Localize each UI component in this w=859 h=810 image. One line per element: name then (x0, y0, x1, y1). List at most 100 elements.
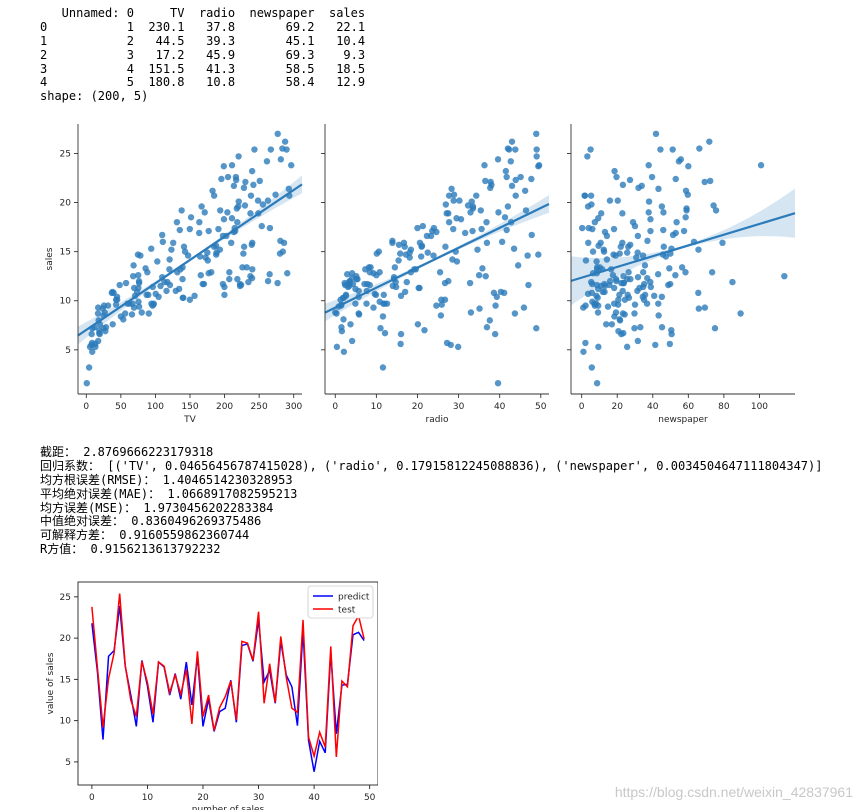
scatter-point (611, 284, 618, 292)
scatter-point (504, 145, 512, 152)
scatter-point (343, 271, 351, 278)
scatter-point (415, 284, 422, 292)
scatter-point (442, 243, 449, 250)
scatter-point (248, 167, 256, 175)
scatter-point (89, 348, 96, 355)
scatter-point (401, 288, 409, 296)
scatter-point (581, 192, 588, 199)
scatter-point (443, 339, 451, 347)
metric-line: 截距： 2.8769666223179318 (40, 445, 214, 459)
x-tick-label: 10 (142, 793, 154, 803)
scatter-point (521, 187, 529, 194)
scatter-point (611, 313, 618, 320)
scatter-point (625, 269, 632, 276)
scatter-point (235, 153, 242, 160)
scatter-point (421, 326, 428, 334)
scatter-point (639, 293, 647, 300)
scatter-point (579, 224, 586, 232)
scatter-point (209, 187, 216, 194)
scatter-point (166, 256, 173, 263)
scatter-point (254, 197, 262, 204)
scatter-point (678, 264, 686, 271)
scatter-point (180, 243, 188, 250)
scatter-point (397, 292, 405, 300)
scatter-point (613, 173, 620, 181)
scatter-point (272, 191, 279, 198)
scatter-point (593, 264, 601, 271)
scatter-point (639, 269, 647, 276)
scatter-point (657, 146, 664, 153)
scatter-point (535, 251, 542, 258)
scatter-point (101, 309, 109, 316)
scatter-point (450, 191, 458, 198)
y-tick-label: 10 (60, 717, 72, 727)
scatter-point (603, 256, 611, 263)
scatter-point (660, 209, 667, 216)
scatter-point (582, 302, 589, 309)
scatter-point (610, 251, 617, 258)
scatter-point (392, 278, 399, 286)
scatter-point (377, 325, 384, 332)
scatter-point (130, 304, 138, 311)
dataframe-line: 2 3 17.2 45.9 69.3 9.3 (40, 47, 366, 62)
scatter-point (381, 329, 389, 337)
dataframe-line: Unnamed: 0 TV radio newspaper sales (40, 6, 366, 20)
scatter-point (606, 197, 614, 204)
scatter-point (204, 249, 211, 256)
scatter-point (614, 197, 621, 204)
scatter-point (419, 222, 427, 230)
x-tick-label: 0 (83, 402, 89, 412)
scatter-point (651, 292, 658, 300)
scatter-point (135, 277, 143, 285)
scatter-point (695, 246, 702, 253)
scatter-point (178, 207, 185, 214)
scatter-point (710, 202, 717, 209)
scatter-point (666, 340, 674, 348)
scatter-point (625, 294, 633, 301)
dataframe-line: 1 2 44.5 39.3 45.1 10.4 (40, 33, 366, 48)
scatter-point (266, 271, 273, 278)
scatter-point (627, 241, 634, 248)
x-tick-label: 20 (197, 793, 209, 803)
scatter-point (130, 262, 137, 269)
scatter-point (137, 252, 144, 259)
scatter-point (85, 364, 93, 371)
scatter-point (438, 296, 445, 303)
scatter-point (684, 191, 691, 198)
y-tick-label: 20 (60, 634, 72, 644)
scatter-point (240, 184, 248, 192)
y-tick-label: 25 (60, 149, 71, 159)
x-tick-label: 0 (579, 402, 585, 412)
y-tick-label: 5 (65, 346, 71, 356)
scatter-point (584, 203, 592, 210)
scatter-point (397, 250, 404, 257)
scatter-point (634, 232, 642, 240)
scatter-point (533, 130, 540, 138)
scatter-point (143, 291, 150, 299)
scatter-point (279, 248, 287, 255)
scatter-point (503, 226, 510, 234)
scatter-point (483, 324, 491, 331)
x-tick-label: 100 (147, 402, 164, 412)
scatter-point (510, 245, 518, 252)
scatter-point (248, 241, 255, 248)
scatter-point (219, 280, 227, 288)
scatter-point (647, 283, 655, 291)
scatter-point (636, 284, 643, 292)
scatter-point (234, 275, 241, 283)
series-line-test (91, 593, 365, 760)
x-tick-label: 150 (181, 402, 198, 412)
series-line-predict (91, 605, 365, 772)
scatter-point (201, 209, 208, 216)
scatter-point (205, 270, 212, 277)
scatter-point (363, 300, 370, 307)
scatter-point (481, 162, 488, 169)
scatter-point (604, 303, 612, 310)
scatter-point (340, 294, 348, 301)
regression-line (324, 202, 550, 314)
scatter-point (589, 248, 597, 255)
scatter-point (594, 309, 602, 316)
scatter-point (486, 317, 494, 324)
scatter-point (191, 292, 198, 300)
